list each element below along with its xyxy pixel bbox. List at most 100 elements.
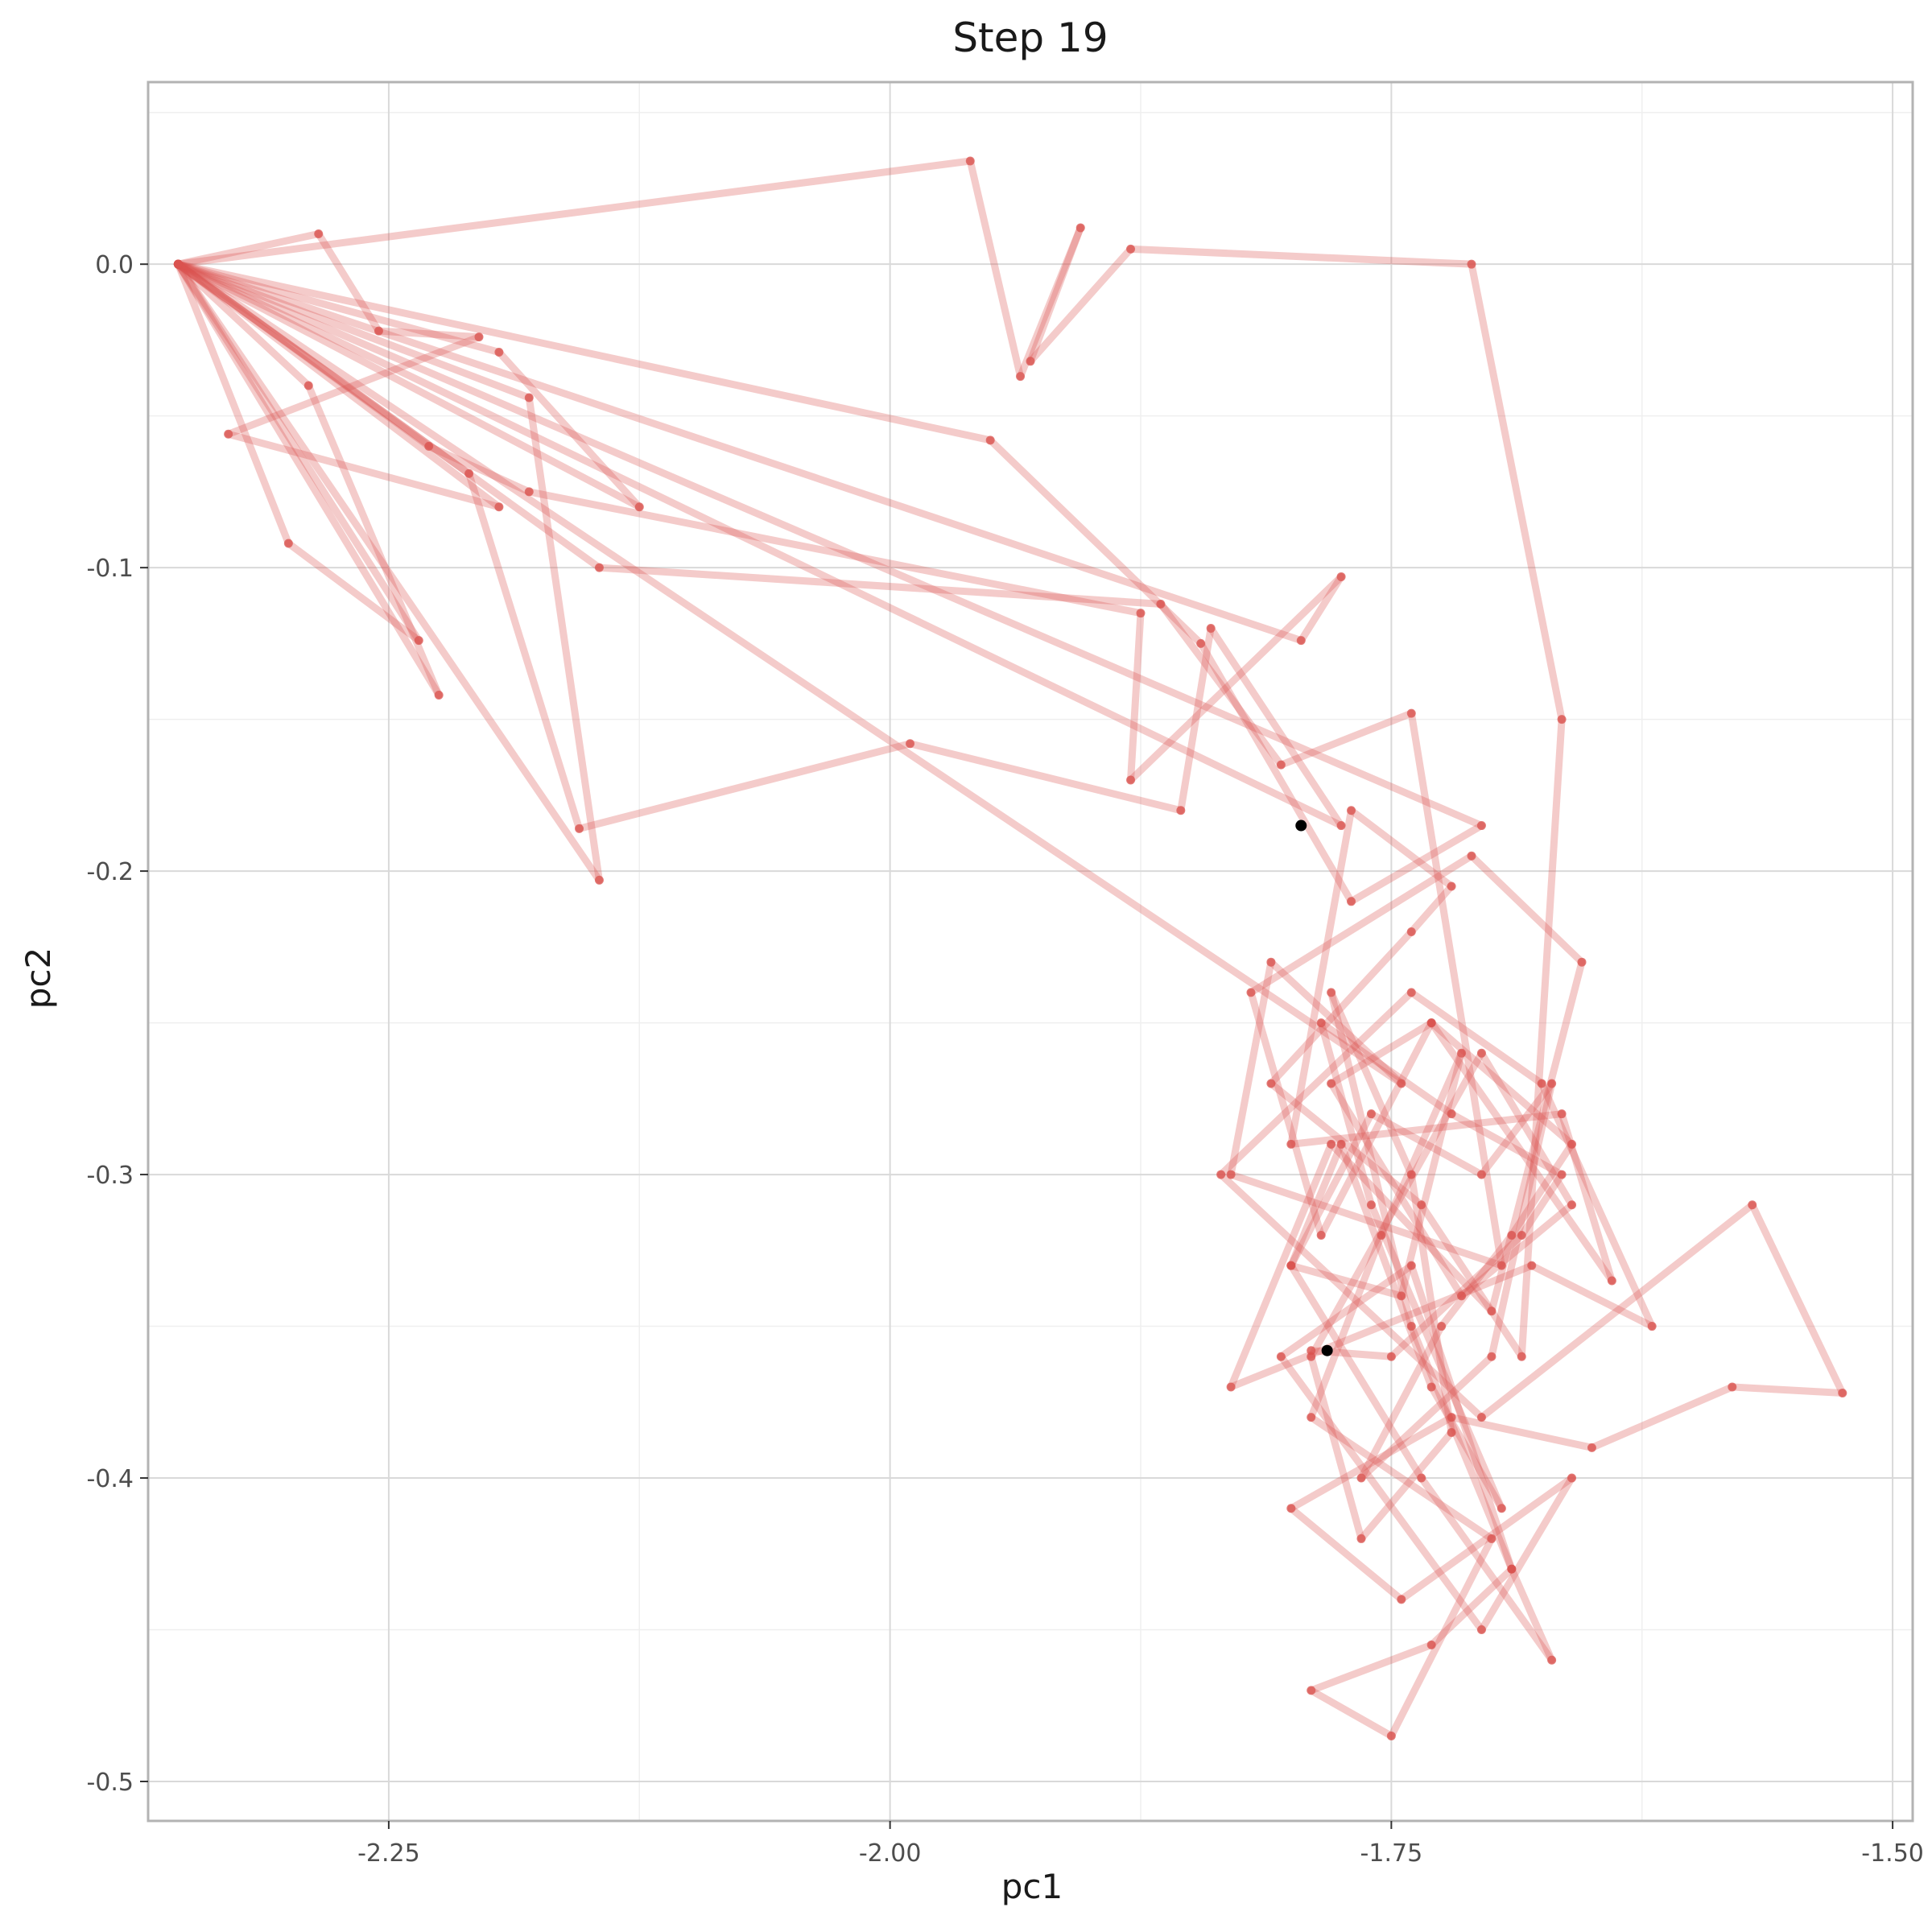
- series-segment: [174, 260, 503, 356]
- series-segment: [1327, 1140, 1496, 1315]
- series-segment: [1287, 1140, 1345, 1269]
- series-segment: [1427, 1565, 1516, 1649]
- series-point: [1206, 624, 1216, 634]
- x-axis-ticks: -2.25 -2.00 -1.75 -1.50: [357, 1821, 1924, 1868]
- series-segment: [1477, 1080, 1556, 1179]
- series-point: [1226, 1382, 1236, 1392]
- highlight-points: [1295, 819, 1333, 1356]
- series-segment: [174, 260, 603, 884]
- series-point: [1547, 1655, 1557, 1665]
- series-point: [1517, 1352, 1526, 1361]
- series-segment: [1287, 1261, 1426, 1482]
- series-point: [1507, 1230, 1517, 1240]
- series-point: [1487, 1534, 1496, 1543]
- series-point: [1316, 1018, 1326, 1028]
- series-point: [1196, 638, 1206, 648]
- highlight-point: [1295, 819, 1307, 832]
- series-point: [1377, 1230, 1386, 1240]
- series-point: [1467, 259, 1476, 269]
- series-point: [1476, 1625, 1486, 1635]
- series-segment: [304, 382, 443, 699]
- series-segment: [1348, 822, 1485, 906]
- series-segment: [174, 260, 533, 402]
- series-point: [474, 332, 484, 342]
- series-point: [1496, 1504, 1506, 1513]
- series-point: [1567, 1200, 1577, 1210]
- series-point: [1647, 1322, 1657, 1331]
- x-tick-label: -2.25: [357, 1839, 420, 1868]
- series-point: [434, 690, 444, 700]
- series-segment: [1297, 572, 1345, 645]
- series-point: [1075, 223, 1085, 233]
- series-segment: [1157, 600, 1285, 769]
- series-segment: [1177, 625, 1215, 815]
- series-point: [1336, 572, 1346, 581]
- series-segment: [1508, 1565, 1556, 1664]
- series-segment: [1317, 1019, 1455, 1118]
- series-segment: [1477, 1201, 1757, 1422]
- series-point: [1336, 1139, 1346, 1149]
- series-point: [1406, 927, 1416, 936]
- series-segment: [174, 229, 323, 268]
- series-segment: [1227, 958, 1275, 1179]
- series-segment: [1728, 1383, 1847, 1397]
- series-point: [1447, 1427, 1456, 1437]
- series-point: [1136, 609, 1146, 618]
- series-segment: [1026, 245, 1135, 365]
- series-point: [1397, 1595, 1406, 1604]
- series-segment: [1468, 260, 1566, 724]
- series-point: [1156, 599, 1166, 609]
- y-tick-label: 0.0: [95, 251, 134, 279]
- series-segment: [174, 260, 443, 699]
- series-point: [1587, 1443, 1596, 1452]
- series-point: [424, 441, 434, 451]
- series-segment: [1477, 1049, 1576, 1209]
- series-point: [1557, 715, 1567, 724]
- series-segment: [1447, 1414, 1596, 1451]
- series-segment: [1748, 1201, 1847, 1397]
- series-point: [1476, 821, 1486, 831]
- series-point: [1366, 1109, 1376, 1119]
- grid: [148, 82, 1913, 1821]
- series-point: [524, 487, 534, 497]
- series-point: [1316, 1230, 1326, 1240]
- series-point: [1748, 1200, 1757, 1210]
- series-point: [594, 563, 604, 572]
- series-segment: [1247, 852, 1476, 997]
- series-point: [1356, 1473, 1366, 1483]
- series-point: [173, 259, 183, 269]
- series-segment: [576, 740, 914, 832]
- series-point: [1286, 1139, 1296, 1149]
- series-segment: [225, 333, 483, 438]
- series-segment: [174, 260, 473, 477]
- series-segment: [1287, 1505, 1406, 1604]
- series-point: [1406, 988, 1416, 997]
- series-point: [1266, 957, 1276, 967]
- series-segment: [1407, 1323, 1516, 1573]
- series-point: [494, 502, 504, 512]
- series-point: [1366, 1200, 1376, 1210]
- series-point: [1417, 1473, 1426, 1483]
- y-tick-label: -0.4: [86, 1465, 134, 1493]
- x-tick-label: -1.50: [1861, 1839, 1924, 1868]
- series-segment: [1418, 1474, 1556, 1664]
- series-point: [374, 326, 383, 336]
- series-point: [1386, 1731, 1396, 1740]
- series-point: [1426, 1382, 1436, 1392]
- series-point: [1286, 1504, 1296, 1513]
- series-segment: [1267, 927, 1415, 1088]
- series-segment: [1367, 1110, 1485, 1179]
- series-point: [1307, 1352, 1316, 1361]
- series-point: [1126, 775, 1136, 785]
- series-segment: [1287, 1414, 1455, 1513]
- series-segment: [1277, 709, 1415, 769]
- y-tick-label: -0.5: [86, 1769, 134, 1797]
- series-point: [1527, 1261, 1537, 1270]
- series-point: [1507, 1564, 1517, 1574]
- series-segment: [1407, 1261, 1516, 1573]
- x-tick-label: -2.00: [859, 1839, 922, 1868]
- series-point: [1347, 806, 1356, 815]
- series-segment: [1447, 1110, 1566, 1179]
- series-segment: [1418, 1201, 1525, 1360]
- x-axis-label: pc1: [1001, 1867, 1063, 1906]
